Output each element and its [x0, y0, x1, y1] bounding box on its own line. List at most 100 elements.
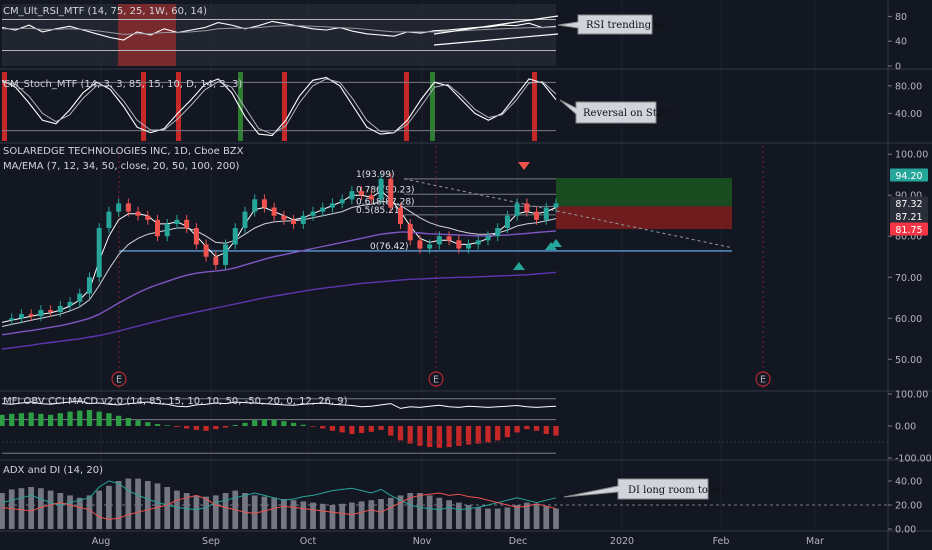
adx-bar-19	[183, 493, 190, 529]
macd-bar-47	[456, 426, 462, 446]
macd-bar-43	[417, 426, 423, 446]
macd-bar-40	[388, 426, 394, 436]
adx-bar-35	[339, 503, 346, 529]
macd-bar-6	[57, 413, 63, 426]
candle-body-19	[184, 219, 190, 229]
candle-body-18	[174, 219, 180, 224]
y-tick-4-0: 0.00	[895, 525, 916, 536]
price-axis[interactable]: 0 40 80 40.00 80.00 50.00 60.00 70.00 80.00 90.00…	[888, 12, 932, 536]
candle-body-53	[514, 203, 520, 216]
price-tag-bg-0	[890, 168, 928, 182]
macd-bar-37	[358, 426, 365, 434]
adx-bar-26	[251, 495, 258, 529]
stop-zone	[556, 206, 732, 230]
earnings-marker-circle-1	[428, 371, 444, 387]
earnings-marker-circle-0	[111, 371, 127, 387]
adx-bar-30	[290, 500, 297, 529]
di-minus-line	[1, 492, 557, 520]
time-grid	[100, 0, 816, 531]
candle-body-32	[310, 211, 316, 216]
candle-body-16	[155, 219, 161, 237]
adx-bar-51	[494, 508, 501, 529]
adx-title: ADX and DI (14, 20)	[3, 465, 103, 476]
candle-body-23	[223, 244, 229, 265]
ma-line-1	[1, 200, 557, 327]
price-pane[interactable]: 1(93.99) 0.786(90.23) 0.618(87.28)0.5(85.2…	[1, 146, 771, 388]
candle-body-49	[475, 240, 481, 245]
adx-bar-37	[358, 501, 365, 529]
macd-bar-36	[349, 426, 355, 434]
rsi-trendline-lower	[433, 33, 559, 46]
adx-bar-9	[86, 495, 93, 529]
adx-bar-38	[368, 500, 375, 529]
time-tick-aug: Aug	[92, 536, 111, 547]
adx-bar-17	[164, 487, 171, 529]
y-tick-2-2: 70.00	[895, 273, 922, 284]
fib-label-2: 0.618(87.28)	[356, 197, 415, 207]
candle-body-38	[368, 195, 374, 200]
candle-body-52	[504, 215, 510, 229]
time-tick-mar: Mar	[806, 536, 824, 547]
adx-bar-36	[349, 502, 355, 529]
adx-bar-5	[47, 490, 54, 529]
price-tag-bg-2	[890, 209, 928, 223]
macd-bar-44	[427, 426, 433, 448]
time-tick-2020: 2020	[610, 536, 634, 547]
mfi-line	[1, 400, 557, 409]
earnings-marker-circle-2	[755, 371, 771, 387]
candle-body-56	[543, 207, 549, 220]
candle-body-12	[116, 203, 122, 212]
rsi-pane[interactable]	[1, 4, 559, 66]
candle-body-22	[213, 256, 219, 265]
rsi-callout: RSI trending up	[557, 14, 667, 35]
macd-bar-30	[290, 422, 297, 426]
adx-bar-22	[212, 495, 219, 529]
adx-bar-3	[28, 487, 35, 529]
stoch-annotation: Reversal on Stoch	[583, 108, 675, 119]
adx-bar-33	[319, 503, 326, 529]
earnings-marker-1: E	[433, 375, 439, 386]
macd-bar-42	[407, 426, 413, 444]
macd-bar-25	[242, 422, 248, 426]
stoch-pane[interactable]	[1, 72, 557, 141]
macd-bar-55	[533, 426, 540, 431]
candle-body-47	[456, 240, 462, 249]
adx-bar-57	[553, 508, 559, 529]
y-tick-3-2: 100.00	[895, 390, 928, 401]
candle-body-13	[125, 203, 131, 212]
candle-body-57	[553, 203, 559, 208]
adx-bar-10	[96, 490, 103, 529]
time-axis[interactable]: Aug Sep Oct Nov Dec 2020 Feb Mar	[92, 536, 824, 547]
macd-bar-54	[524, 426, 530, 430]
macd-bar-27	[261, 418, 268, 426]
macd-bar-52	[504, 426, 511, 438]
adx-bar-40	[387, 497, 394, 529]
macd-bar-53	[514, 426, 520, 433]
macd-bar-4	[38, 413, 44, 426]
adx-pane[interactable]	[0, 478, 888, 529]
time-tick-sep: Sep	[202, 536, 220, 547]
adx-bar-7	[67, 495, 73, 529]
candle-body-26	[252, 199, 258, 212]
adx-bar-45	[436, 497, 443, 529]
y-tick-3-0: -100.00	[895, 454, 932, 465]
price-tag-3: 81.75	[895, 225, 922, 236]
macd-bar-18	[174, 426, 180, 427]
macd-pane[interactable]	[0, 398, 888, 454]
candle-body-14	[135, 211, 141, 216]
fib-label-1: 0.786(90.23)	[356, 185, 415, 195]
adx-bar-4	[38, 488, 44, 529]
earnings-marker-0: E	[116, 375, 122, 386]
time-tick-nov: Nov	[413, 536, 432, 547]
ma-line-3	[1, 271, 557, 350]
price-tag-0: 94.20	[895, 171, 922, 182]
ma-line-2	[1, 230, 557, 336]
macd-bar-9	[86, 410, 93, 426]
macd-bar-10	[96, 411, 102, 426]
macd-bar-50	[485, 426, 491, 443]
candle-body-2	[18, 314, 24, 319]
candle-body-4	[38, 310, 44, 317]
adx-bar-23	[222, 493, 229, 529]
y-tick-2-5: 100.00	[895, 150, 928, 161]
candle-body-24	[232, 228, 238, 245]
